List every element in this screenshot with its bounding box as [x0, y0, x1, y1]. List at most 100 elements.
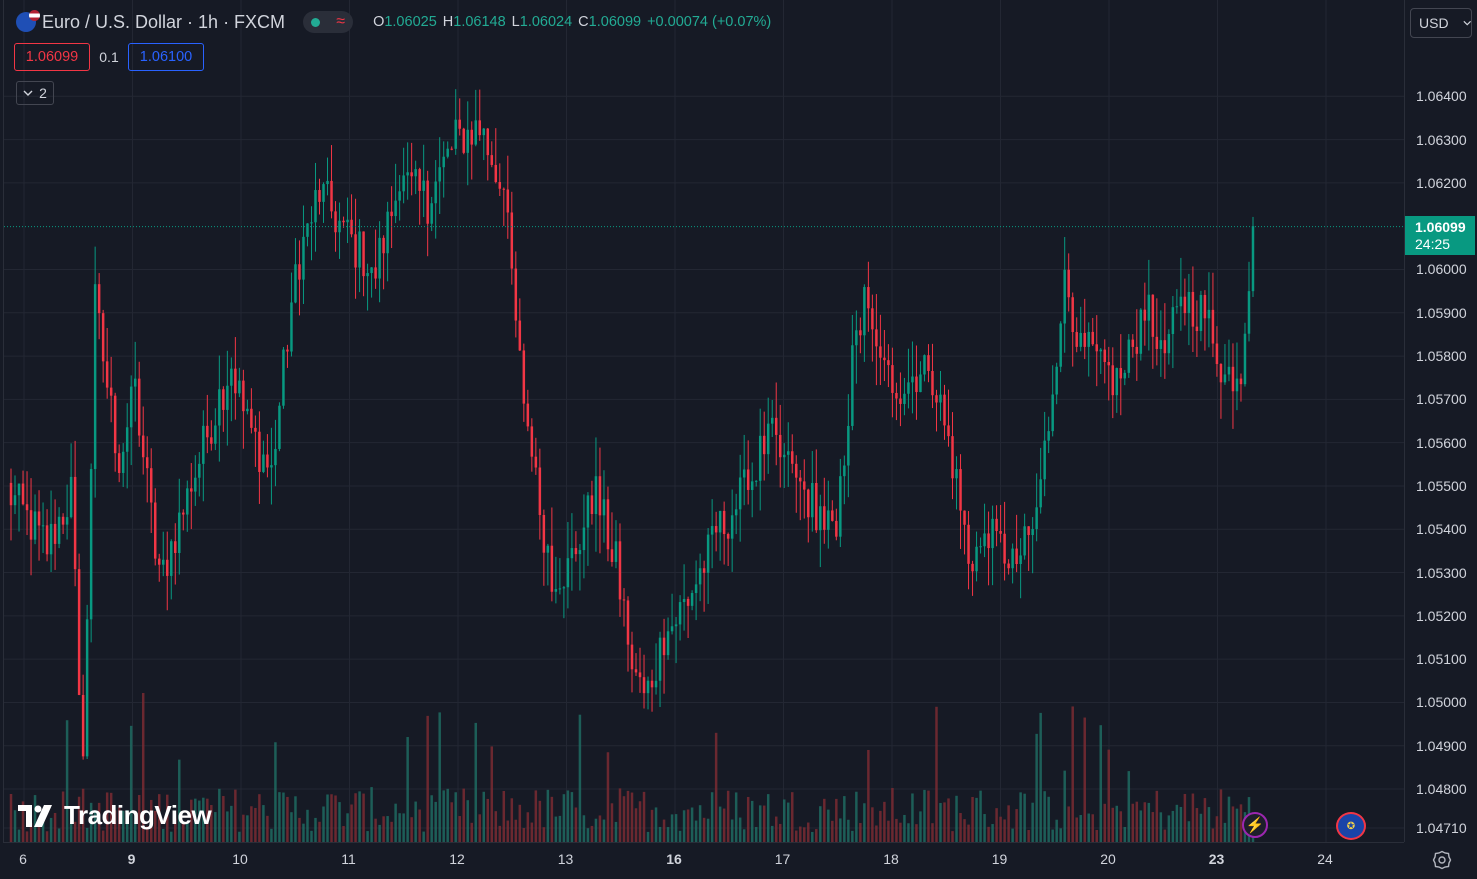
candle-body [93, 284, 97, 470]
price-tick-label: 1.05200 [1416, 607, 1467, 624]
volume-bar [947, 798, 950, 842]
candle-body [502, 188, 506, 190]
volume-bar [1219, 789, 1223, 842]
candle-body [238, 380, 241, 394]
volume-bar [270, 828, 273, 842]
candle-body [342, 220, 345, 223]
volume-bar [13, 810, 17, 842]
candle-body [690, 593, 694, 606]
candle-body [458, 119, 461, 129]
candle-body [330, 180, 333, 212]
volume-bar [674, 814, 678, 842]
price-chart[interactable] [4, 0, 1405, 842]
market-status-pill[interactable]: ≈ [303, 11, 354, 33]
volume-bar [9, 794, 13, 842]
candle-body [1043, 440, 1046, 480]
volume-bar [137, 795, 141, 842]
candle-body [538, 467, 542, 515]
volume-bar [702, 817, 706, 842]
volume-bar [999, 816, 1002, 842]
volume-bar [366, 831, 369, 842]
price-tick-label: 1.06000 [1416, 261, 1467, 278]
volume-bar [1187, 821, 1191, 842]
volume-bar [1163, 829, 1167, 842]
volume-bar [109, 792, 113, 842]
candle-body [1075, 332, 1078, 347]
candle-body [246, 408, 249, 412]
candle-body [474, 120, 477, 145]
volume-bar [113, 810, 117, 842]
volume-bar [125, 810, 129, 842]
volume-bar [807, 822, 810, 842]
candle-body [322, 184, 325, 202]
candle-body [77, 569, 81, 695]
price-tick-label: 1.06300 [1416, 131, 1467, 148]
volume-bar [1191, 793, 1195, 842]
candle-body [1175, 306, 1179, 308]
candle-body [855, 330, 858, 346]
eu-event-icon[interactable]: ✪ [1336, 812, 1366, 840]
settings-gear-icon[interactable] [1432, 850, 1452, 870]
candle-body [370, 267, 373, 274]
candle-body [1035, 507, 1038, 530]
candle-body [1047, 431, 1050, 441]
price-tick-label: 1.05300 [1416, 564, 1467, 581]
volume-bar [883, 801, 886, 842]
price-tick-label: 1.06400 [1416, 88, 1467, 105]
volume-bar [987, 826, 990, 842]
candle-body [13, 495, 17, 506]
volume-bar [57, 828, 61, 842]
price-change: +0.00074 (+0.07%) [647, 14, 772, 30]
candle-body [698, 568, 702, 585]
currency-selector[interactable]: USD [1410, 8, 1472, 38]
indicators-toggle[interactable]: 2 [16, 81, 54, 105]
candle-body [418, 169, 421, 191]
candle-body [358, 231, 361, 268]
volume-bar [398, 813, 401, 842]
symbol-title[interactable]: Euro / U.S. Dollar · 1h · FXCM [42, 11, 286, 32]
tradingview-logo[interactable]: TradingView [18, 800, 212, 831]
candle-body [867, 287, 870, 309]
candle-body [859, 330, 862, 336]
volume-bar [879, 810, 882, 842]
candle-body [178, 512, 181, 554]
price-scale[interactable]: 1.06400 1.06300 1.06200 1.06000 1.05900 1.058… [1404, 0, 1477, 842]
volume-bar [895, 818, 898, 842]
time-scale[interactable]: 6 9 10 11 12 13 16 17 18 19 20 23 24 [3, 842, 1404, 879]
candle-body [987, 533, 990, 549]
lightning-icon[interactable]: ⚡ [1242, 812, 1268, 838]
volume-bar [710, 792, 714, 842]
volume-bar [302, 823, 305, 842]
candle-body [911, 376, 914, 383]
volume-bar [1011, 828, 1014, 842]
candle-body [554, 589, 558, 592]
chevron-down-icon [1462, 20, 1471, 26]
volume-bar [787, 802, 790, 842]
buy-sell-panel: 1.06099 0.1 1.06100 [14, 43, 204, 71]
candle-body [85, 619, 89, 757]
candle-body [863, 287, 866, 336]
volume-bar [562, 794, 566, 842]
price-tick-label: 1.05000 [1416, 694, 1467, 711]
eur-usd-flag-icon [16, 10, 40, 32]
candle-body [831, 510, 834, 521]
sell-button[interactable]: 1.06099 [14, 43, 90, 71]
volume-bar [65, 720, 69, 842]
volume-bar [714, 732, 718, 842]
candle-body [895, 392, 898, 399]
volume-bar [1199, 813, 1203, 842]
candle-body [558, 588, 562, 590]
candle-body [546, 545, 550, 553]
candle-body [1227, 366, 1231, 375]
volume-bar [614, 821, 618, 842]
chevron-down-icon [23, 90, 33, 96]
candle-body [214, 425, 217, 444]
chart-pane[interactable] [3, 0, 1405, 842]
volume-bar [1143, 802, 1147, 842]
candle-body [570, 548, 574, 559]
candle-body [314, 190, 317, 223]
buy-button[interactable]: 1.06100 [128, 43, 204, 71]
tv-logo-icon [18, 804, 52, 827]
candle-body [282, 349, 285, 406]
volume-bar [314, 817, 317, 842]
